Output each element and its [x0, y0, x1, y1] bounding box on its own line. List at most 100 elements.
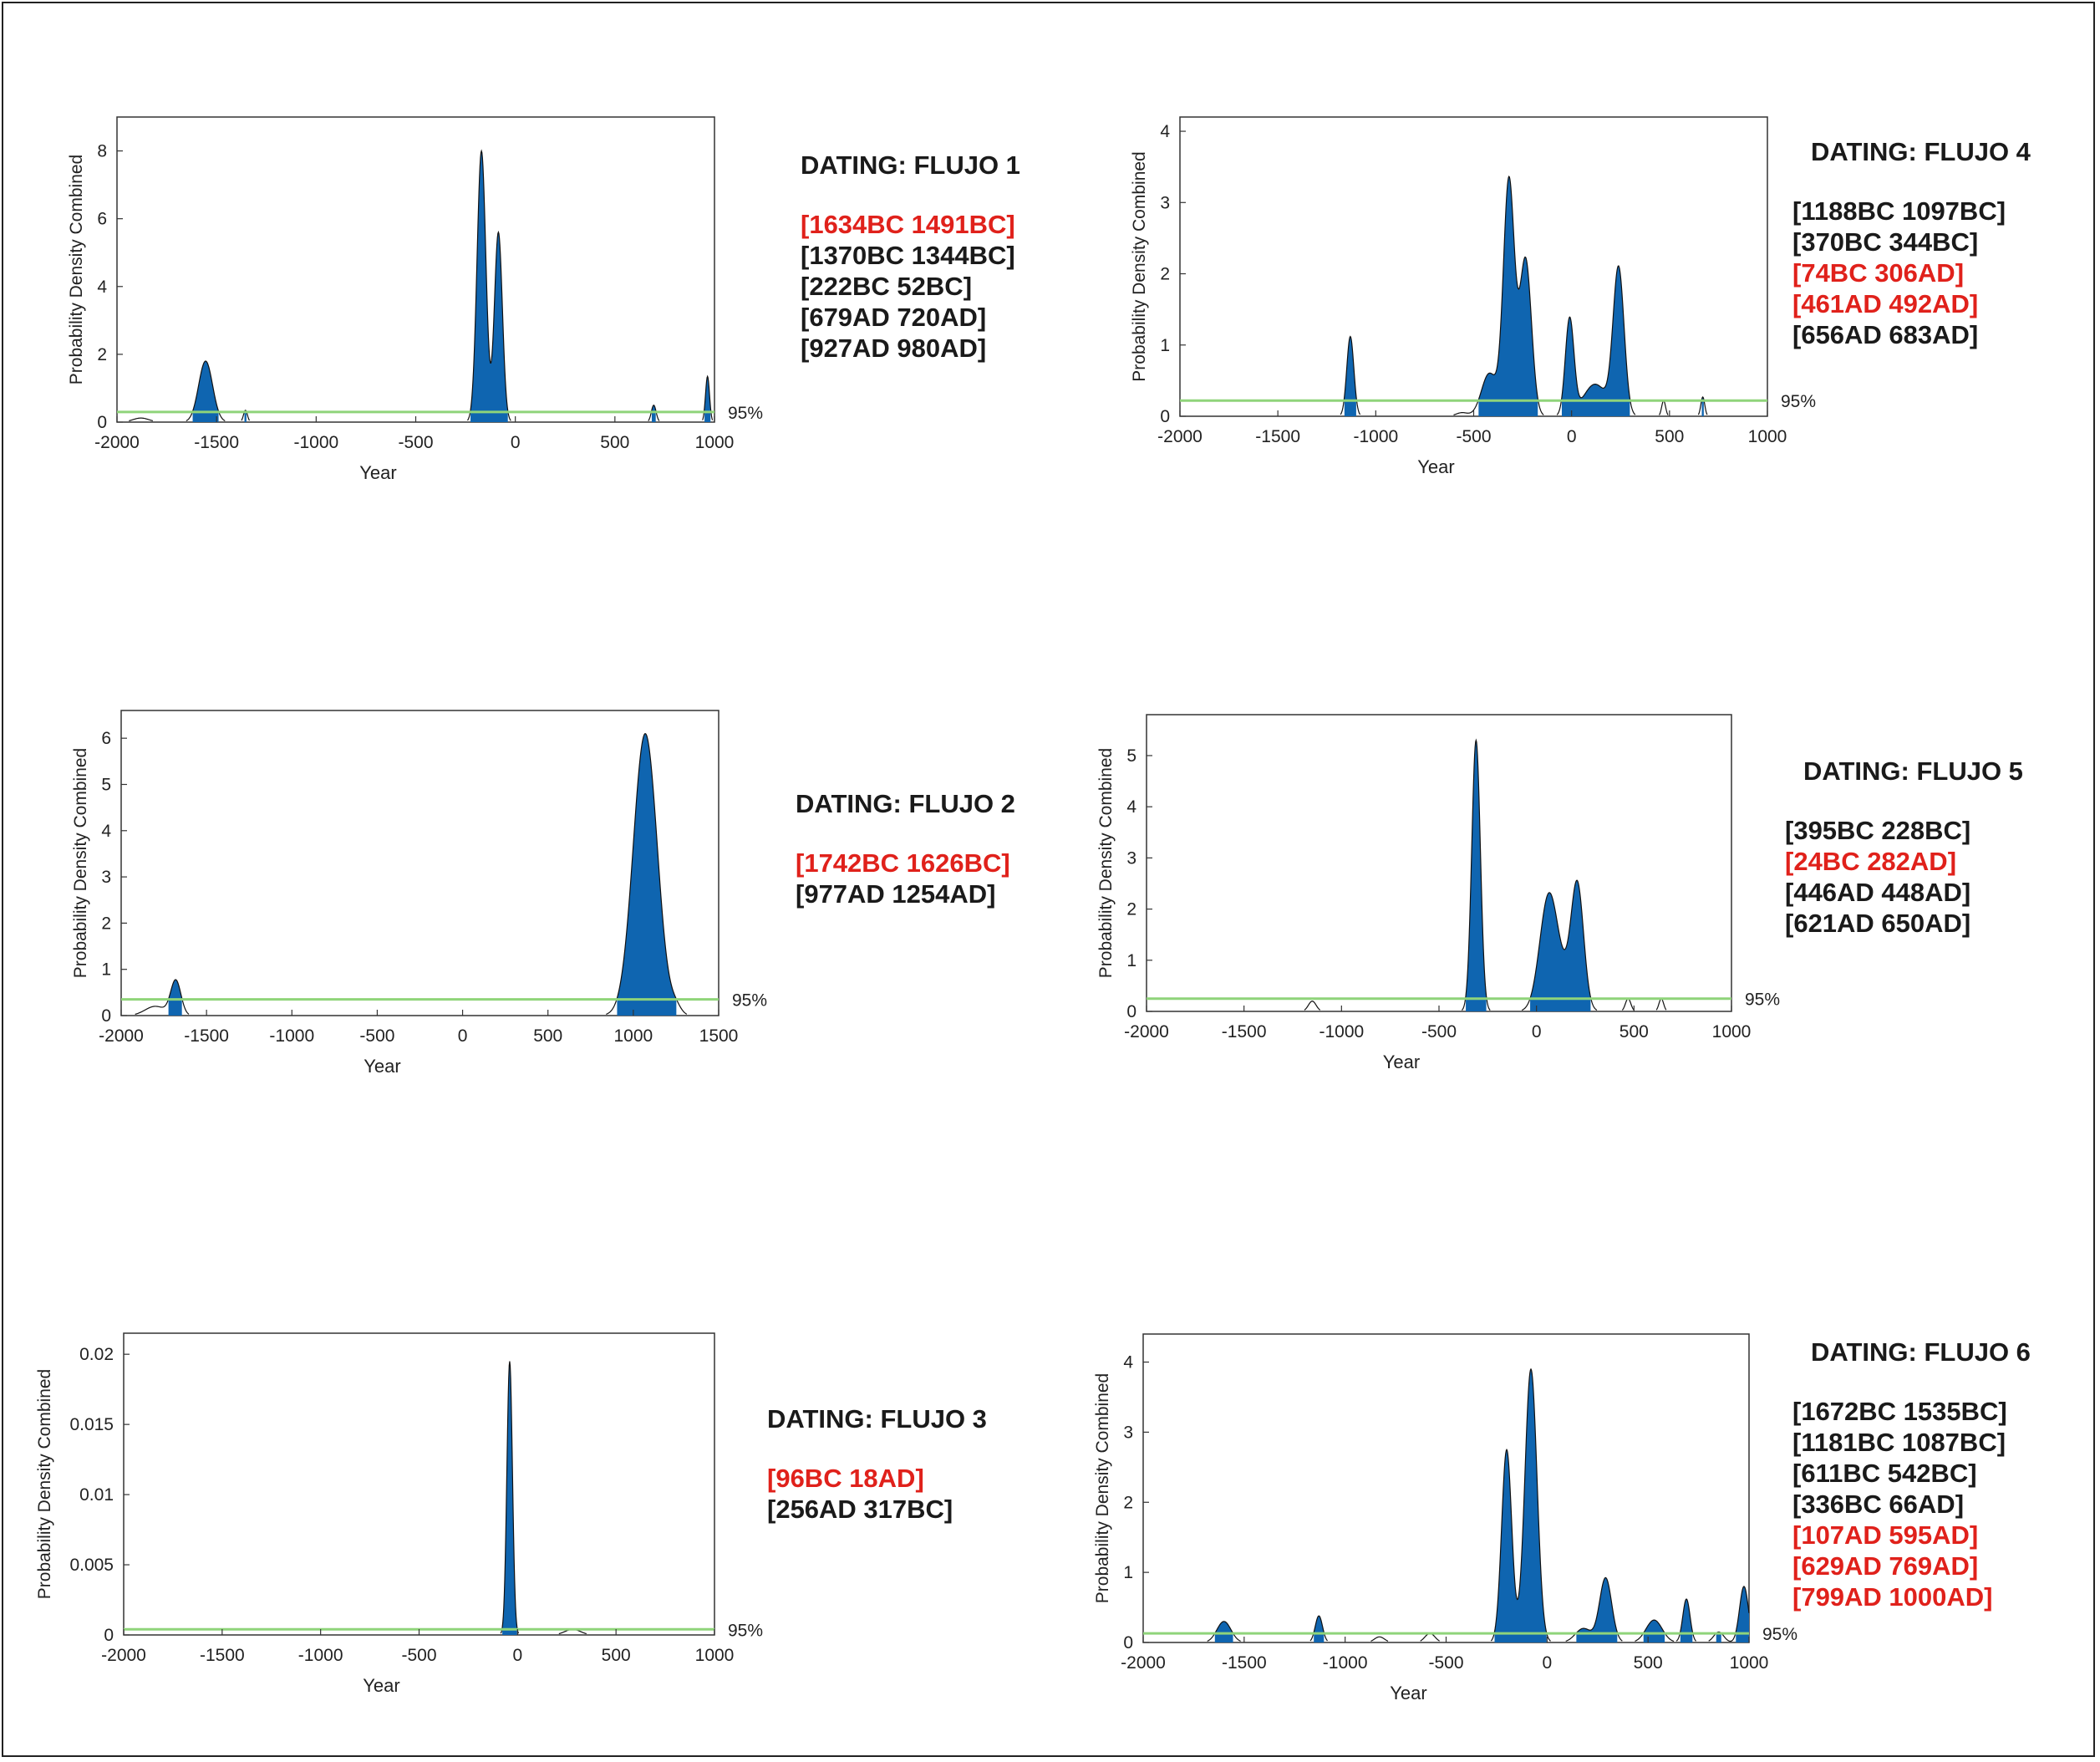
x-axis-label: Year [1390, 1683, 1426, 1703]
x-tick-label: 500 [1655, 427, 1684, 446]
hpd-area [1643, 1620, 1665, 1642]
y-tick-label: 1 [101, 960, 111, 980]
date-range: [1188BC 1097BC] [1792, 196, 2006, 226]
date-range: [1634BC 1491BC] [801, 210, 1015, 239]
ranges-flujo-3: DATING: FLUJO 3 [96BC 18AD] [256AD 317BC] [767, 1404, 987, 1525]
title-flujo-4: DATING: FLUJO 4 [1811, 137, 2031, 166]
y-axis-label: Probability Density Combined [1130, 151, 1149, 381]
hpd-area [1576, 1577, 1618, 1642]
x-axis-label: Year [1417, 456, 1454, 477]
date-range: [629AD 769AD] [1792, 1551, 1979, 1581]
date-range: [24BC 282AD] [1785, 847, 1957, 876]
y-tick-label: 0 [1126, 1002, 1136, 1021]
y-tick-label: 5 [1126, 746, 1136, 766]
x-tick-label: -500 [1456, 427, 1491, 446]
date-range: [927AD 980AD] [801, 334, 987, 363]
y-tick-label: 3 [1160, 193, 1170, 212]
x-tick-label: 500 [1634, 1653, 1663, 1673]
density-curve [1340, 176, 1708, 416]
x-tick-label: -500 [359, 1026, 394, 1046]
chart-flujo-2: 95% -2000 -1500 -1000 -500 0 500 1000 1500 0 1 2 3 4 5… [71, 710, 767, 1077]
hpd-area [1736, 1586, 1749, 1642]
hpd-area [1478, 176, 1538, 416]
chart-flujo-1: 95% -2000 -1500 -1000 -500 0 500 1000 0 2 4 6 8 Year P… [67, 116, 763, 483]
y-tick-label: 3 [101, 868, 111, 887]
hpd-area [470, 150, 508, 422]
hpd-area [1494, 1368, 1547, 1642]
hpd-area [1530, 880, 1591, 1011]
hpd-area [192, 361, 219, 422]
x-tick-label: -1000 [269, 1026, 314, 1046]
title-flujo-6: DATING: FLUJO 6 [1811, 1337, 2031, 1367]
y-tick-label: 8 [97, 142, 107, 161]
title-flujo-2: DATING: FLUJO 2 [796, 789, 1015, 818]
y-tick-label: 4 [1160, 122, 1170, 141]
date-range: [107AD 595AD] [1792, 1520, 1979, 1550]
date-range: [222BC 52BC] [801, 272, 973, 301]
x-tick-label: -1000 [298, 1646, 343, 1665]
axes-box [123, 1332, 715, 1636]
date-range: [446AD 448AD] [1785, 878, 1971, 907]
date-range: [1672BC 1535BC] [1792, 1397, 2007, 1426]
y-tick-label: 0 [1160, 407, 1170, 426]
x-tick-label: 1000 [1712, 1022, 1752, 1041]
axes-box [1146, 714, 1732, 1012]
y-tick-label: 4 [97, 278, 107, 297]
y-tick-label: 2 [1123, 1493, 1133, 1512]
date-range: [1181BC 1087BC] [1792, 1428, 2006, 1457]
hpd-area [502, 1361, 517, 1635]
threshold-label: 95% [1762, 1625, 1797, 1644]
x-tick-label: -2000 [1124, 1022, 1169, 1041]
date-range: [977AD 1254AD] [796, 879, 996, 909]
ranges-flujo-6: DATING: FLUJO 6 [1672BC 1535BC] [1181BC 1… [1792, 1337, 2031, 1612]
x-tick-label: 0 [511, 433, 521, 452]
y-axis-label: Probability Density Combined [35, 1369, 54, 1599]
x-tick-label: -1000 [1323, 1653, 1368, 1673]
title-flujo-1: DATING: FLUJO 1 [801, 150, 1020, 180]
y-tick-label: 4 [101, 822, 111, 841]
density-curve [1304, 738, 1667, 1011]
x-tick-label: 0 [1567, 427, 1577, 446]
axes-box [1142, 1333, 1750, 1643]
x-tick-label: -500 [1421, 1022, 1457, 1041]
y-tick-label: 1 [1123, 1563, 1133, 1582]
axes-box [120, 710, 719, 1016]
threshold-label: 95% [732, 991, 767, 1011]
x-tick-label: -1000 [293, 433, 338, 452]
y-tick-label: 3 [1123, 1423, 1133, 1442]
y-tick-label: 4 [1126, 797, 1136, 817]
x-axis-label: Year [359, 462, 396, 483]
date-range: [256AD 317BC] [767, 1495, 953, 1524]
threshold-label: 95% [1781, 392, 1816, 411]
x-tick-label: -500 [1428, 1653, 1463, 1673]
x-tick-label: 1000 [1748, 427, 1787, 446]
x-tick-label: 1000 [695, 1646, 735, 1665]
y-tick-label: 0.01 [79, 1485, 114, 1505]
x-axis-label: Year [1383, 1052, 1420, 1072]
y-tick-label: 0 [104, 1626, 114, 1645]
x-tick-label: 500 [533, 1026, 562, 1046]
date-range: [1370BC 1344BC] [801, 241, 1015, 270]
axes-box [116, 116, 715, 423]
x-tick-label: -1500 [1222, 1022, 1267, 1041]
hpd-area [617, 733, 677, 1016]
date-range: [679AD 720AD] [801, 303, 987, 332]
threshold-label: 95% [728, 404, 763, 423]
x-tick-label: -2000 [94, 433, 140, 452]
y-tick-label: 5 [101, 775, 111, 794]
x-tick-label: -1000 [1319, 1022, 1364, 1041]
x-tick-label: 500 [602, 1646, 631, 1665]
x-tick-label: 1000 [1730, 1653, 1769, 1673]
y-tick-label: 6 [101, 729, 111, 748]
hpd-area [1214, 1621, 1233, 1642]
chart-flujo-6: 95% -2000 -1500 -1000 -500 0 500 1000 0 1 2 3 4 Year P… [1093, 1333, 1797, 1703]
x-tick-label: 500 [600, 433, 629, 452]
x-axis-label: Year [363, 1675, 399, 1696]
y-tick-label: 1 [1160, 336, 1170, 355]
x-tick-label: -2000 [1157, 427, 1203, 446]
density-curve [135, 733, 688, 1015]
y-axis-label: Probability Density Combined [71, 748, 90, 978]
hpd-area [1561, 266, 1630, 416]
y-tick-label: 6 [97, 210, 107, 229]
